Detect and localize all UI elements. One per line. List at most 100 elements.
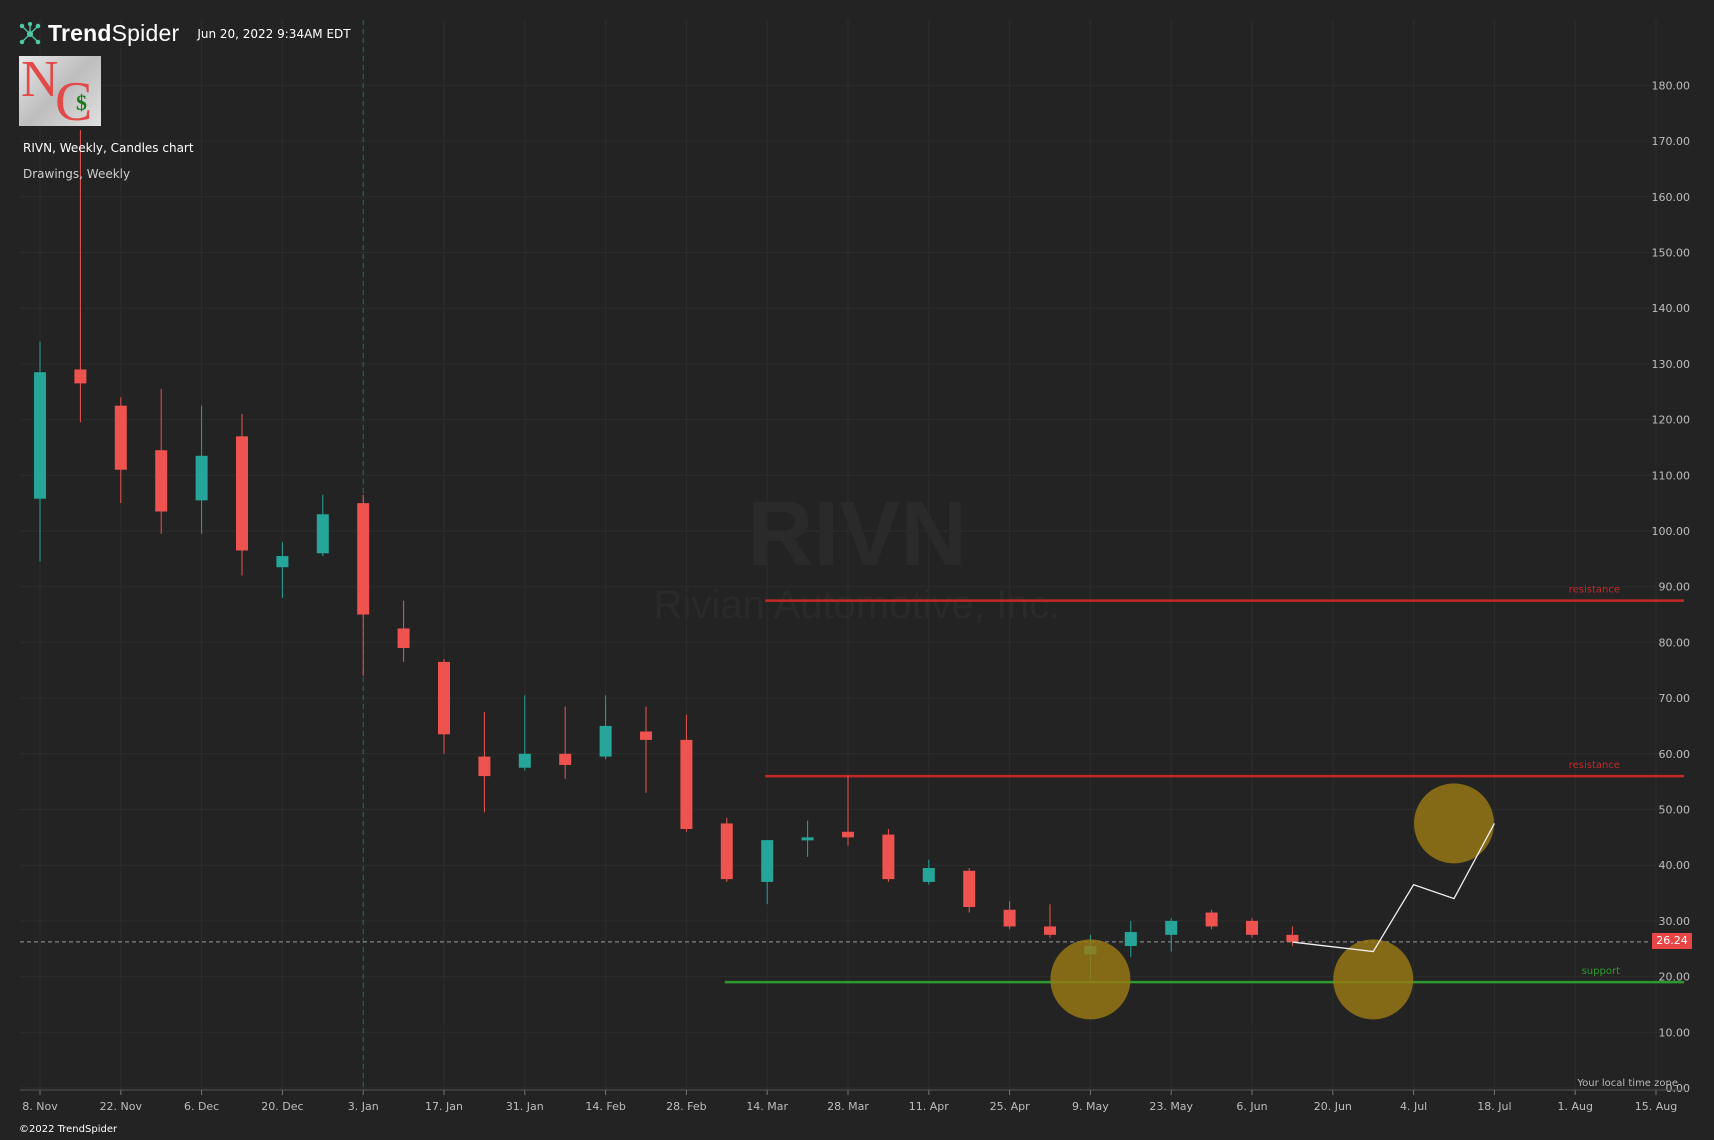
grid-lines [20,20,1686,1090]
x-tick-label: 1. Aug [1557,1100,1592,1113]
y-tick-label: 50.00 [1659,804,1691,817]
highlight-circle [1414,783,1494,864]
candle-body [195,455,208,501]
x-tick-label: 20. Jun [1314,1100,1352,1113]
candle-body [720,823,733,880]
candle-body [559,753,572,765]
y-tick-label: 80.00 [1659,636,1691,649]
y-tick-label: 20.00 [1659,971,1691,984]
current-price-tag: 26.24 [1652,933,1692,949]
x-tick-label: 6. Jun [1236,1100,1267,1113]
chart-subtitle: Drawings, Weekly [23,167,131,181]
candle-body [640,731,652,740]
candle-body [478,756,491,777]
candle-body [680,739,693,829]
resistance-label: resistance [1569,585,1620,596]
x-tick-label: 28. Mar [827,1100,869,1113]
candle-body [518,753,531,768]
y-tick-label: 170.00 [1652,135,1691,148]
x-tick-label: 20. Dec [261,1100,303,1113]
candle-body [1205,912,1218,927]
candle-body [1165,920,1178,935]
candle-body [438,661,450,735]
y-tick-label: 160.00 [1652,191,1691,204]
x-tick-label: 6. Dec [184,1100,219,1113]
x-tick-label: 15. Aug [1635,1100,1677,1113]
x-tick-label: 14. Mar [746,1100,788,1113]
logo-dollar: $ [76,90,87,115]
y-tick-label: 10.00 [1659,1026,1691,1039]
y-tick-label: 140.00 [1652,302,1691,315]
candles [34,129,1299,980]
chart-timestamp: Jun 20, 2022 9:34AM EDT [197,26,351,41]
x-tick-label: 4. Jul [1400,1100,1427,1113]
y-tick-label: 30.00 [1659,915,1691,928]
x-tick-label: 25. Apr [990,1100,1030,1113]
candle-body [922,867,935,882]
x-tick-label: 23. May [1149,1100,1193,1113]
candle-body [357,503,370,615]
highlight-circles [1050,783,1494,1020]
x-tick-label: 22. Nov [100,1100,143,1113]
y-tick-label: 0.00 [1666,1082,1691,1095]
watermark-symbol: RIVN [747,483,967,585]
x-tick-label: 31. Jan [506,1100,544,1113]
candle-body [1246,920,1258,935]
x-tick-label: 8. Nov [22,1100,58,1113]
candle-body [276,556,289,568]
y-tick-label: 100.00 [1652,525,1691,538]
resistance-label: resistance [1569,760,1620,771]
candle-body [1286,934,1299,942]
axis-ticks: 0.00 10.00 20.00 30.00 40.00 50.00 60.00 70.00 8… [20,79,1690,1113]
candle-body [74,369,87,384]
candle-body [34,372,46,499]
projection-path [1292,823,1495,953]
x-tick-label: 28. Feb [666,1100,706,1113]
logo-letter-n: N [21,56,59,108]
local-time-note: Your local time zone [1577,1078,1678,1089]
candle-body [236,436,248,551]
x-tick-label: 9. May [1072,1100,1109,1113]
logo-letter-c: C [55,71,93,126]
candle-body [397,628,410,648]
nc-logo: N C $ [19,56,101,126]
candle-body [842,831,854,838]
brand: TrendSpider Jun 20, 2022 9:34AM EDT [18,20,351,47]
projection-line [1292,823,1495,953]
y-tick-label: 70.00 [1659,692,1691,705]
candle-body [114,405,127,470]
x-tick-label: 11. Apr [909,1100,949,1113]
x-tick-label: 3. Jan [348,1100,379,1113]
y-tick-label: 120.00 [1652,414,1691,427]
y-tick-label: 90.00 [1659,581,1691,594]
candle-body [316,514,329,554]
y-tick-label: 40.00 [1659,859,1691,872]
candle-body [801,837,814,841]
candle-body [882,834,895,880]
watermark-name: Rivian Automotive, Inc. [654,583,1061,627]
y-tick-label: 150.00 [1652,247,1691,260]
brand-name: TrendSpider [48,20,180,46]
highlight-circle [1333,939,1414,1020]
candle-body [761,840,774,882]
highlight-circle [1050,939,1131,1020]
y-tick-label: 180.00 [1652,79,1691,92]
price-levels: resistance resistance support [724,585,1684,984]
x-tick-label: 14. Feb [585,1100,625,1113]
candle-body [1003,909,1016,927]
x-tick-label: 17. Jan [425,1100,463,1113]
candle-body [1124,932,1137,946]
support-label: support [1582,966,1620,977]
candle-body [599,725,612,757]
y-tick-label: 60.00 [1659,748,1691,761]
copyright: ©2022 TrendSpider [19,1124,118,1135]
candle-body [1044,926,1056,935]
candle-body [963,870,976,907]
chart-title: RIVN, Weekly, Candles chart [23,141,194,155]
x-tick-label: 18. Jul [1477,1100,1511,1113]
candle-body [155,450,168,512]
spider-logo-icon [19,21,41,44]
y-tick-label: 110.00 [1652,469,1691,482]
